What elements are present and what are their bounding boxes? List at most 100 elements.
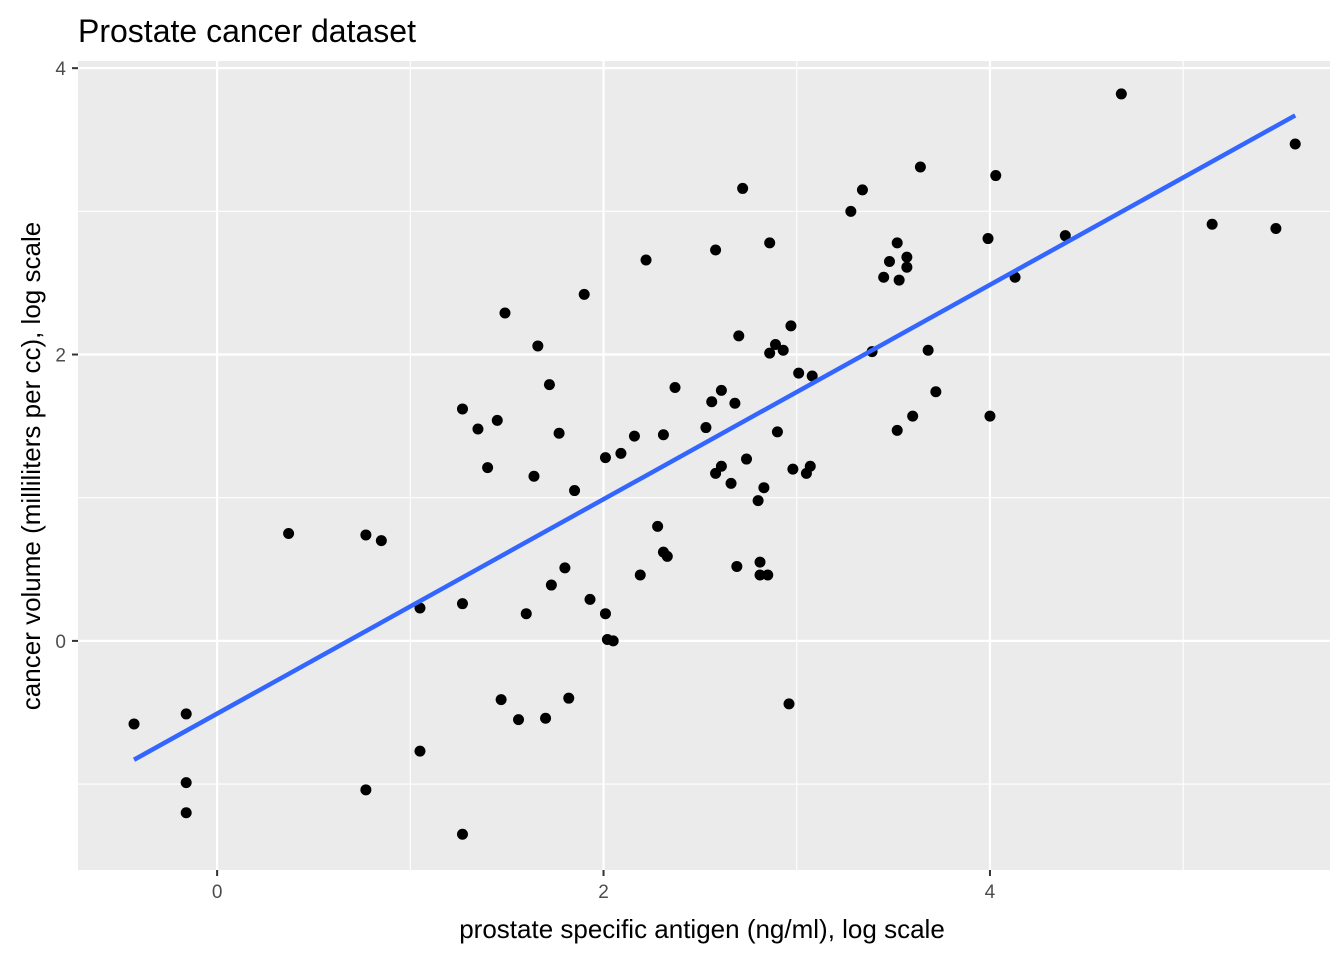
data-point <box>883 255 895 267</box>
data-point <box>804 460 816 472</box>
regression-line <box>132 113 1297 762</box>
data-point <box>787 463 799 475</box>
data-point <box>414 602 426 614</box>
data-point <box>661 550 673 562</box>
plot-panel <box>78 61 1330 870</box>
data-point <box>922 344 934 356</box>
data-point <box>893 274 905 286</box>
data-point <box>628 430 640 442</box>
data-point <box>891 424 903 436</box>
data-point <box>785 320 797 332</box>
data-point <box>559 562 571 574</box>
data-point <box>456 598 468 610</box>
data-point <box>360 529 372 541</box>
data-point <box>771 426 783 438</box>
data-point <box>901 261 913 273</box>
data-point <box>754 569 766 581</box>
data-point <box>499 307 511 319</box>
data-point <box>731 560 743 572</box>
data-point <box>1289 138 1301 150</box>
data-point <box>715 384 727 396</box>
data-point <box>180 777 192 789</box>
data-point <box>930 386 942 398</box>
data-point <box>845 205 857 217</box>
data-point <box>456 403 468 415</box>
data-point <box>878 271 890 283</box>
data-point <box>414 745 426 757</box>
data-point <box>543 379 555 391</box>
data-point <box>528 470 540 482</box>
data-point <box>700 422 712 434</box>
data-point <box>607 635 619 647</box>
data-point <box>793 367 805 379</box>
data-point <box>777 344 789 356</box>
data-point <box>729 397 741 409</box>
data-point <box>733 330 745 342</box>
data-point <box>657 429 669 441</box>
data-point <box>491 414 503 426</box>
data-point <box>907 410 919 422</box>
data-point <box>758 482 770 494</box>
data-point <box>128 718 140 730</box>
data-point <box>710 244 722 256</box>
data-point <box>532 340 544 352</box>
data-point <box>652 520 664 532</box>
data-point <box>741 453 753 465</box>
data-point <box>180 708 192 720</box>
data-point <box>806 370 818 382</box>
data-point <box>856 184 868 196</box>
data-point <box>545 579 557 591</box>
data-point <box>553 427 565 439</box>
axis-tick-labels: 0 2 4 0 2 4 <box>55 59 995 903</box>
data-point <box>472 423 484 435</box>
x-tick-label: 0 <box>212 882 223 903</box>
data-point <box>599 452 611 464</box>
data-point <box>584 593 596 605</box>
major-gridlines <box>78 61 1330 870</box>
data-point <box>752 495 764 507</box>
data-point <box>982 233 994 245</box>
x-axis-label: prostate specific antigen (ng/ml), log s… <box>459 914 945 944</box>
data-point <box>1206 218 1218 230</box>
minor-gridlines <box>78 61 1330 870</box>
chart-title: Prostate cancer dataset <box>78 13 416 49</box>
data-point <box>984 410 996 422</box>
data-point <box>754 556 766 568</box>
y-tick-label: 2 <box>55 346 66 367</box>
data-point <box>180 807 192 819</box>
data-point <box>891 237 903 249</box>
x-tick-label: 4 <box>985 882 996 903</box>
data-point <box>540 712 552 724</box>
data-point <box>578 288 590 300</box>
data-point <box>495 694 507 706</box>
data-point <box>901 251 913 263</box>
data-point <box>914 161 926 173</box>
data-point <box>634 569 646 581</box>
data-point <box>725 477 737 489</box>
data-point <box>615 447 627 459</box>
axis-ticks <box>72 67 991 876</box>
data-point <box>569 485 581 497</box>
data-point <box>482 462 494 474</box>
data-point <box>375 535 387 547</box>
data-point <box>563 692 575 704</box>
y-tick-label: 0 <box>55 632 66 653</box>
y-tick-label: 4 <box>55 59 66 80</box>
data-point <box>990 170 1002 182</box>
data-point <box>513 714 525 726</box>
x-tick-label: 2 <box>598 882 609 903</box>
data-point <box>715 460 727 472</box>
data-point <box>599 608 611 620</box>
data-point <box>520 608 532 620</box>
data-point <box>283 528 295 540</box>
data-point <box>769 339 781 351</box>
data-point <box>1059 230 1071 242</box>
data-point <box>762 569 774 581</box>
data-point <box>669 381 681 393</box>
y-axis-label: cancer volume (milliliters per cc), log … <box>16 222 46 710</box>
data-point <box>706 396 718 408</box>
data-point <box>737 182 749 194</box>
data-point <box>783 698 795 710</box>
data-point <box>360 784 372 796</box>
